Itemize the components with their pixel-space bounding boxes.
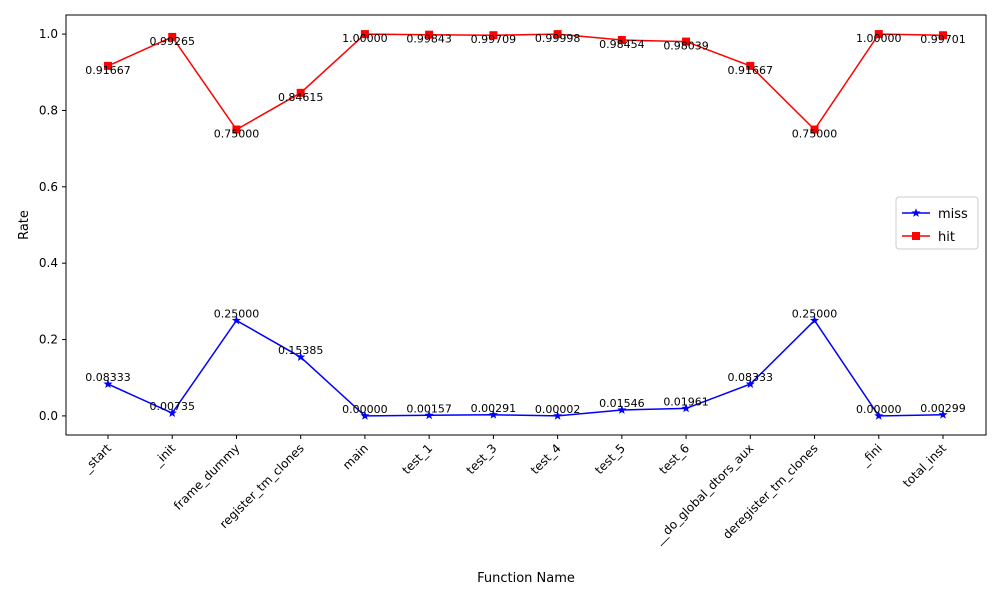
miss-data-label: 0.00000: [342, 403, 388, 416]
hit-data-label: 0.99709: [471, 33, 517, 46]
miss-data-label: 0.08333: [728, 371, 774, 384]
miss-data-label: 0.00002: [535, 403, 581, 416]
miss-point: [809, 315, 820, 325]
legend-box: [895, 196, 979, 250]
hit-data-label: 1.00000: [342, 32, 388, 45]
miss-point: [424, 410, 434, 420]
hit-point: [617, 35, 626, 44]
hit-data-label: 0.91667: [85, 64, 131, 77]
miss-data-label: 0.00291: [471, 402, 517, 415]
miss-data-label: 0.08333: [85, 371, 131, 384]
miss-point: [553, 411, 563, 420]
legend-label-miss: miss: [938, 207, 968, 222]
miss-data-label: 0.00000: [856, 403, 902, 416]
hit-point: [874, 30, 883, 39]
hit-data-label: 0.98454: [599, 38, 645, 51]
y-tick-label: 0.2: [39, 333, 58, 347]
miss-point: [938, 409, 948, 419]
plot-frame: [65, 14, 987, 436]
y-tick-label: 1.0: [39, 27, 58, 41]
miss-point: [296, 352, 306, 362]
hit-data-label: 0.99701: [920, 33, 966, 46]
hit-point: [168, 32, 177, 41]
hit-data-label: 0.84615: [278, 91, 324, 104]
miss-point: [167, 408, 177, 417]
y-axis-title: Rate: [17, 210, 32, 240]
miss-data-label: 0.00157: [406, 402, 452, 415]
miss-data-label: 0.00735: [149, 400, 195, 413]
hit-point: [425, 30, 434, 39]
hit-data-label: 0.91667: [728, 64, 774, 77]
miss-point: [231, 315, 242, 325]
miss-point: [360, 411, 370, 420]
hit-data-label: 0.75000: [214, 128, 260, 141]
hit-point: [553, 30, 562, 39]
y-axis: 0.0 0.2 0.4 0.6 0.8 1.0: [39, 27, 66, 423]
series-line-hit: [107, 33, 944, 131]
y-tick-label: 0.0: [39, 409, 58, 423]
hit-point: [296, 88, 305, 97]
series-layer: [103, 30, 948, 420]
hit-point: [746, 61, 755, 70]
hit-data-label: 0.99843: [406, 33, 452, 46]
y-tick-label: 0.6: [39, 180, 58, 194]
miss-point: [617, 405, 627, 414]
miss-data-label: 0.25000: [214, 307, 260, 320]
legend-label-hit: hit: [938, 230, 955, 245]
miss-point: [745, 379, 755, 388]
hit-point: [360, 30, 369, 39]
hit-data-label: 0.98039: [663, 40, 709, 53]
miss-data-label: 0.25000: [792, 307, 838, 320]
miss-data-label: 0.15385: [278, 344, 324, 357]
hit-point: [682, 37, 691, 46]
hit-point: [232, 125, 241, 134]
hit-point: [489, 31, 498, 40]
miss-point: [681, 403, 691, 413]
y-tick-label: 0.8: [39, 103, 58, 117]
hit-data-label: 0.99265: [149, 35, 195, 48]
miss-data-label: 0.01961: [663, 395, 709, 408]
miss-point: [874, 411, 884, 420]
miss-point: [488, 410, 498, 419]
miss-point: [103, 379, 113, 388]
miss-data-label: 0.01546: [599, 397, 645, 410]
y-tick-label: 0.4: [39, 256, 58, 270]
series-line-miss: [107, 319, 944, 417]
hit-data-label: 0.75000: [792, 128, 838, 141]
hit-point: [104, 61, 112, 70]
hit-point: [939, 31, 947, 40]
legend-marker-hit: [912, 232, 920, 240]
hit-data-label: 1.00000: [856, 32, 902, 45]
x-axis-title: Function Name: [477, 571, 575, 586]
miss-data-label: 0.00299: [920, 402, 966, 415]
hit-data-label: 0.99998: [535, 32, 581, 45]
legend: miss hit: [895, 196, 979, 250]
data-labels: 0.08333 0.00735 0.25000 0.15385 0.00000 0.001…: [85, 32, 966, 416]
hit-point: [810, 125, 819, 134]
legend-marker-miss: [911, 208, 921, 217]
